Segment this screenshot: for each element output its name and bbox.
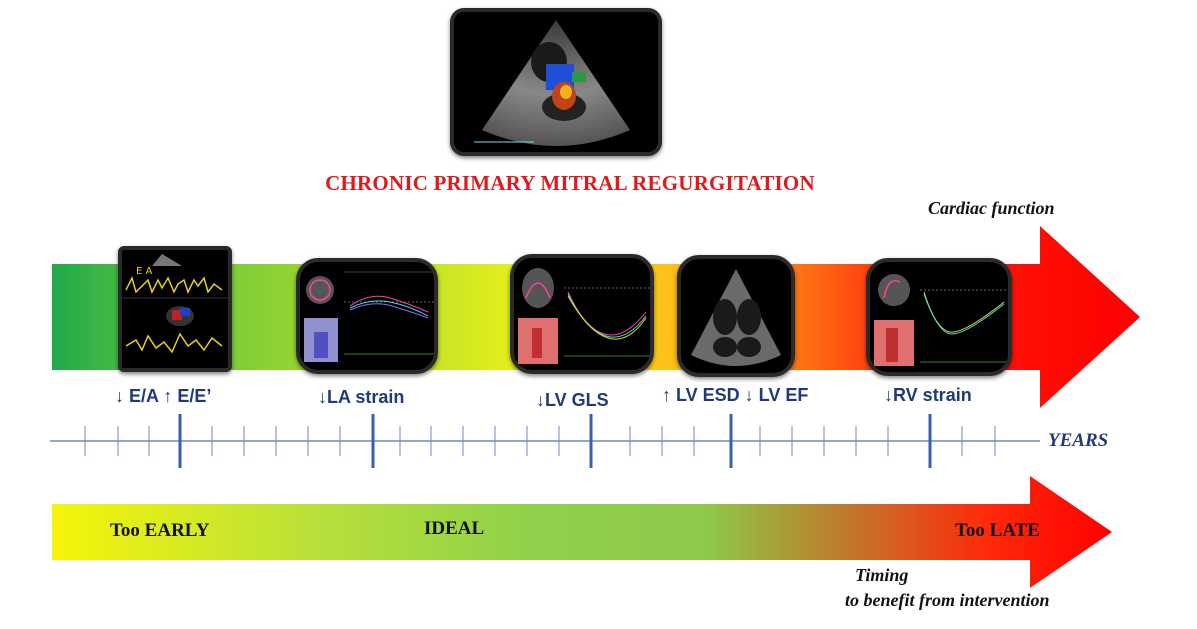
timing-label: Timing — [855, 565, 909, 585]
zone-too-late: Too LATE — [955, 520, 1041, 541]
figure-title: CHRONIC PRIMARY MITRAL REGURGITATION — [325, 171, 815, 195]
timing-sublabel: to benefit from intervention — [845, 590, 1050, 610]
la-strain-echo-image — [296, 258, 438, 374]
marker-label-ea-ee: ↓ E/A ↑ E/E’ — [115, 386, 212, 406]
lv-gls-echo-image — [510, 254, 654, 374]
cardiac-function-label: Cardiac function — [928, 198, 1055, 218]
timing-arrow — [52, 476, 1112, 588]
marker-label-rv-strain: ↓RV strain — [884, 385, 972, 405]
rv-strain-echo-image — [866, 258, 1012, 376]
marker-label-la-strain: ↓LA strain — [318, 387, 405, 407]
zone-too-early: Too EARLY — [110, 520, 210, 541]
mitral-regurgitation-echo-image — [450, 8, 662, 156]
svg-text:E A: E A — [136, 266, 152, 277]
years-label: YEARS — [1048, 430, 1109, 451]
apical-echo-image — [677, 255, 795, 377]
zone-ideal: IDEAL — [424, 518, 485, 539]
marker-label-lv-gls: ↓LV GLS — [536, 390, 609, 410]
doppler-echo-image: E A — [118, 246, 232, 372]
years-timeline — [50, 414, 1040, 468]
marker-label-lv-esd-ef: ↑ LV ESD ↓ LV EF — [662, 385, 809, 405]
